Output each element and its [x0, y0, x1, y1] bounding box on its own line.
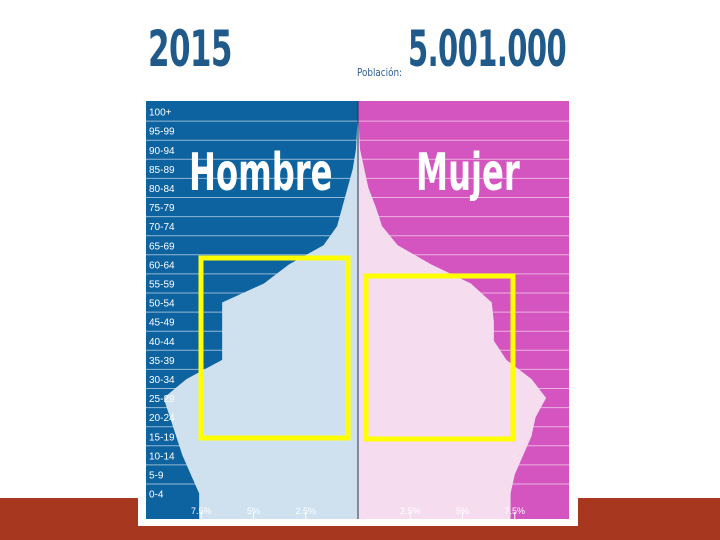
- age-label: 80-84: [149, 184, 175, 195]
- year-title: 2015: [148, 20, 232, 78]
- x-tick-label: 2.5%: [400, 506, 421, 516]
- x-tick-label: 7.5%: [191, 506, 212, 516]
- age-label: 75-79: [149, 203, 175, 214]
- age-label: 40-44: [149, 337, 175, 348]
- age-label: 20-24: [149, 413, 175, 424]
- age-label: 35-39: [149, 356, 175, 367]
- age-label: 25-29: [149, 394, 175, 405]
- age-label: 0-4: [149, 490, 164, 501]
- female-bars: [358, 101, 547, 519]
- population-value: 5.001.000: [408, 20, 567, 78]
- age-label: 65-69: [149, 241, 175, 252]
- age-label: 45-49: [149, 318, 175, 329]
- age-label: 5-9: [149, 470, 164, 481]
- male-bars: [163, 101, 358, 519]
- age-label: 100+: [149, 108, 172, 119]
- series-label-female: Mujer: [416, 143, 520, 203]
- age-label: 50-54: [149, 299, 175, 310]
- age-label: 85-89: [149, 165, 175, 176]
- highlight-box-female: [363, 273, 516, 442]
- age-label: 60-64: [149, 260, 175, 271]
- age-label: 55-59: [149, 279, 175, 290]
- age-label: 30-34: [149, 375, 175, 386]
- age-label: 90-94: [149, 146, 175, 157]
- highlight-box-male: [198, 255, 351, 441]
- age-label: 95-99: [149, 127, 175, 138]
- x-tick-label: 2.5%: [295, 506, 316, 516]
- population-label: Población:: [357, 66, 403, 79]
- age-label: 10-14: [149, 451, 175, 462]
- age-label: 15-19: [149, 432, 175, 443]
- x-tick-label: 5%: [456, 506, 469, 516]
- series-label-male: Hombre: [189, 143, 333, 203]
- age-label: 70-74: [149, 222, 175, 233]
- x-tick-label: 5%: [247, 506, 260, 516]
- x-tick-label: 7.5%: [504, 506, 525, 516]
